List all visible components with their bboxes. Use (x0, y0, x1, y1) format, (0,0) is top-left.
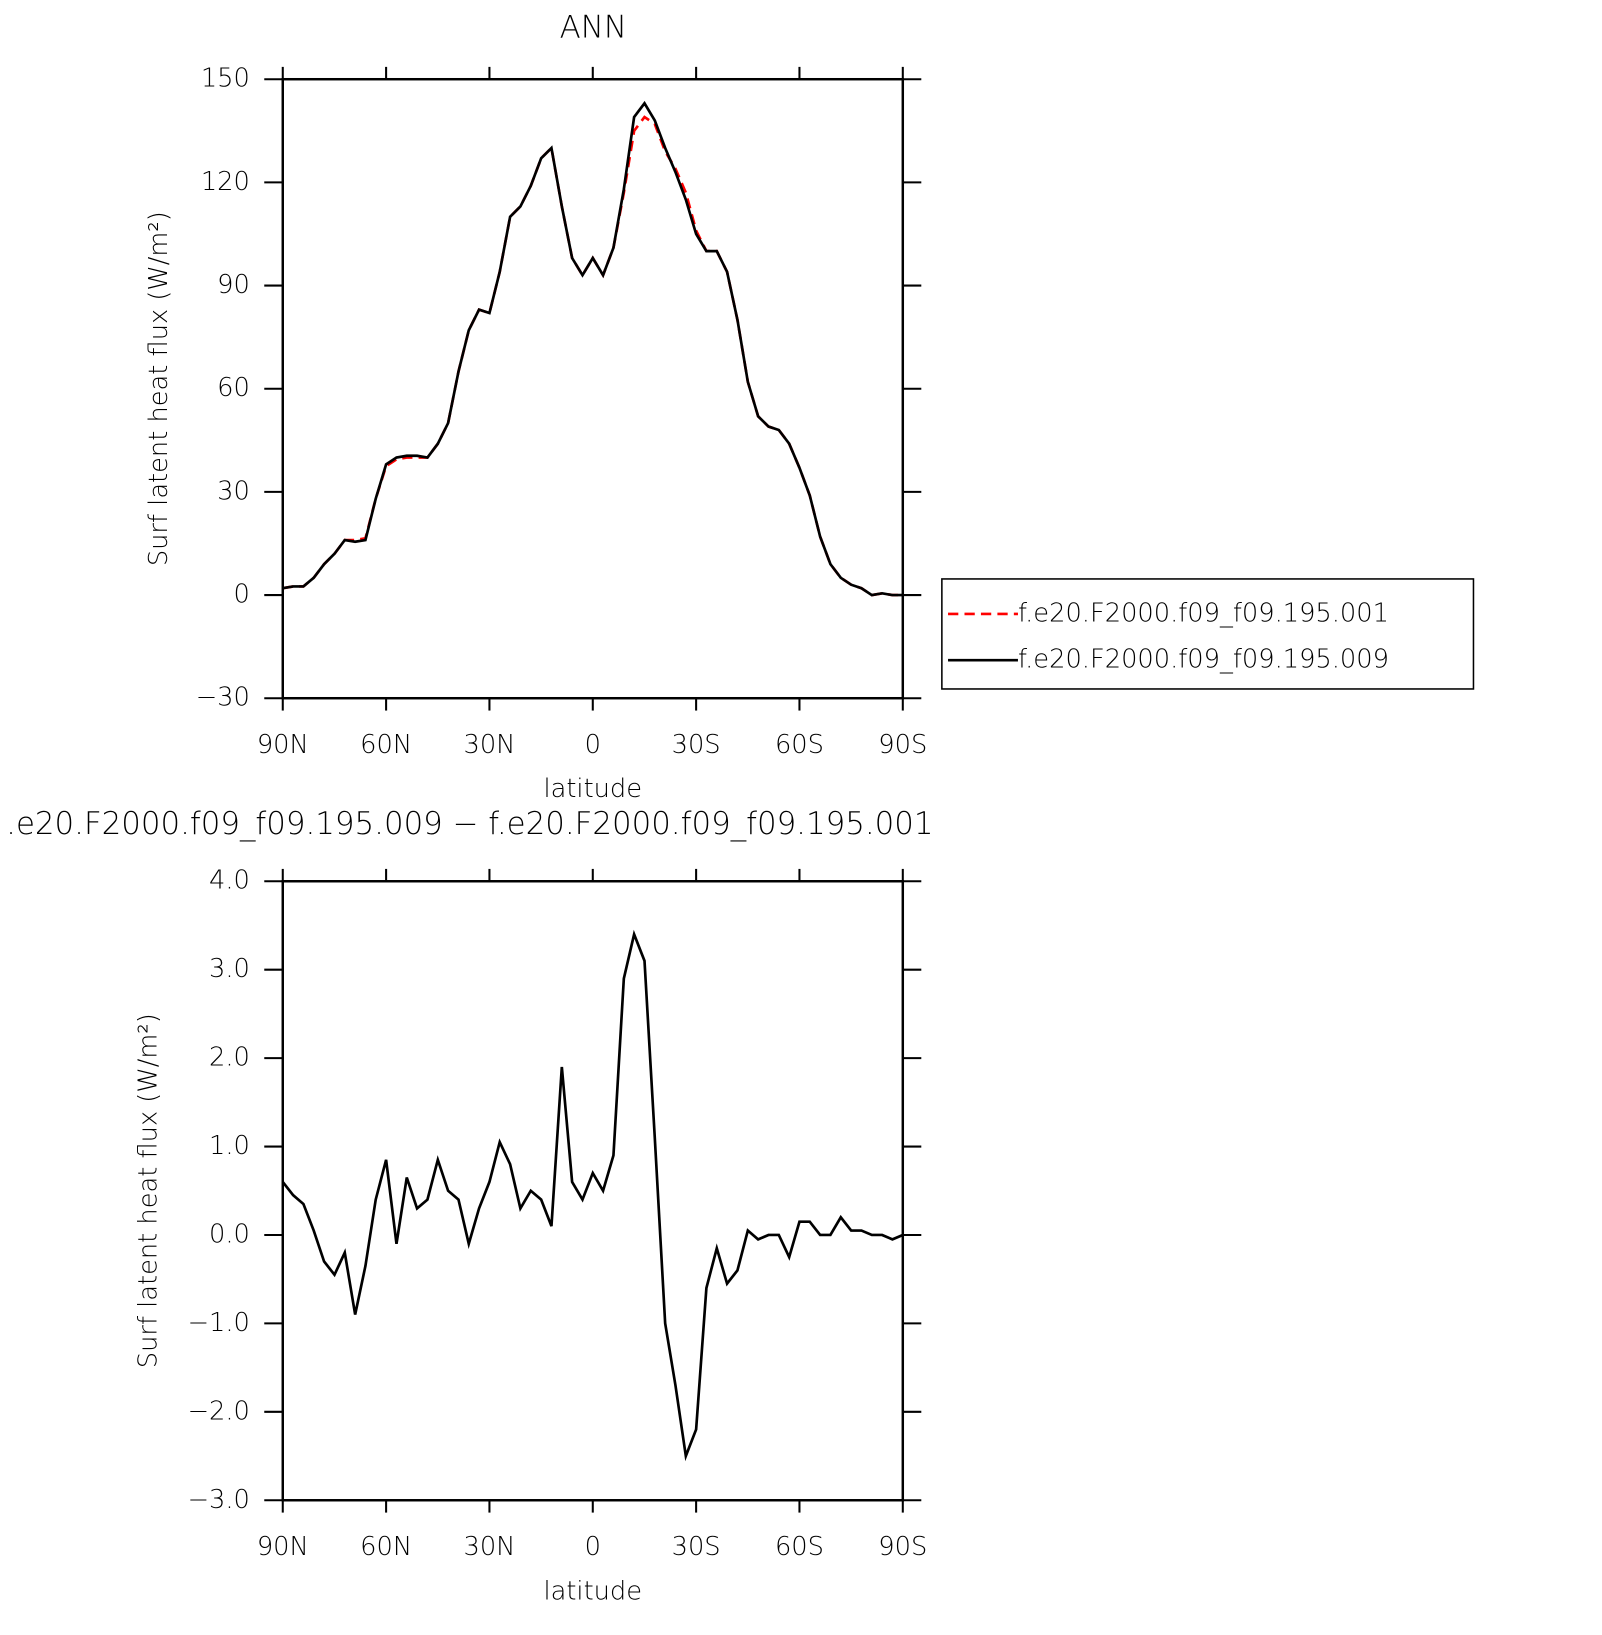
plot-frame (281, 77, 905, 700)
x-tick-label: 30N (463, 1532, 515, 1562)
legend-label: f.e20.F2000.f09_f09.195.009 (1018, 645, 1389, 675)
x-tick-label: 30S (672, 1532, 721, 1562)
x-tick-label: 30S (672, 730, 721, 760)
x-tick-label: 90N (257, 730, 309, 760)
y-tick-label: 0.0 (209, 1219, 250, 1249)
y-tick-label: 30 (217, 476, 250, 506)
plot-frame (281, 880, 905, 1502)
y-tick-label: −3.0 (187, 1485, 249, 1515)
y-tick-label: 1.0 (209, 1131, 250, 1161)
chart-title: .e20.F2000.f09_f09.195.009 − f.e20.F2000… (6, 806, 933, 842)
y-tick-label: 0 (234, 580, 250, 610)
y-tick-label: 150 (201, 64, 250, 94)
chart-title: ANN (560, 9, 627, 45)
x-tick-label: 90S (878, 1532, 927, 1562)
y-tick-label: 120 (201, 167, 250, 197)
x-tick-label: 60N (360, 730, 412, 760)
y-tick-label: 90 (217, 270, 250, 300)
y-tick-label: −30 (196, 683, 250, 713)
y-tick-label: −1.0 (187, 1308, 249, 1338)
x-tick-label: 0 (585, 1532, 601, 1562)
legend-box (941, 578, 1475, 690)
x-tick-label: 90S (878, 730, 927, 760)
y-axis-label: Surf latent heat flux (W/m²) (134, 1013, 164, 1368)
legend-label: f.e20.F2000.f09_f09.195.001 (1018, 598, 1389, 628)
x-tick-label: 60S (775, 1532, 824, 1562)
y-tick-label: 4.0 (209, 866, 250, 896)
y-axis-label: Surf latent heat flux (W/m²) (144, 211, 174, 566)
y-tick-label: −2.0 (187, 1396, 249, 1426)
x-tick-label: 60N (360, 1532, 412, 1562)
x-tick-label: 90N (257, 1532, 309, 1562)
y-tick-label: 60 (217, 373, 250, 403)
x-axis-label: latitude (543, 1576, 642, 1606)
x-tick-label: 60S (775, 730, 824, 760)
data-line (282, 100, 903, 597)
data-line (281, 929, 904, 1462)
x-tick-label: 0 (585, 730, 601, 760)
data-line (282, 115, 903, 597)
y-tick-label: 2.0 (209, 1043, 250, 1073)
x-axis-label: latitude (543, 774, 642, 804)
x-tick-label: 30N (463, 730, 515, 760)
y-tick-label: 3.0 (209, 954, 250, 984)
